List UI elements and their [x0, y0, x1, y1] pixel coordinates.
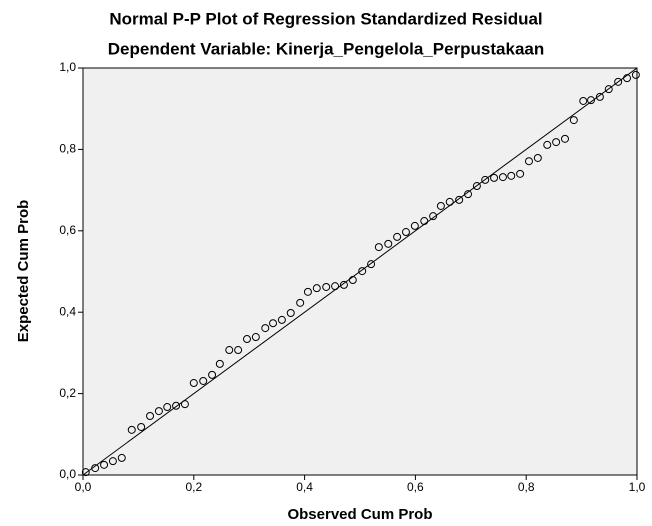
point — [384, 239, 393, 248]
point — [331, 282, 340, 291]
point — [261, 324, 270, 333]
x-tick-label: 0,8 — [518, 480, 535, 494]
point — [296, 298, 305, 307]
point — [498, 173, 507, 182]
y-tick-label: 0,4 — [59, 304, 76, 318]
point — [560, 134, 569, 143]
point — [137, 422, 146, 431]
point — [146, 411, 155, 420]
x-tick-label: 1,0 — [629, 480, 646, 494]
point — [322, 282, 331, 291]
point — [358, 267, 367, 276]
point — [199, 376, 208, 385]
y-tick-label: 0,2 — [59, 386, 76, 400]
point — [303, 287, 312, 296]
point — [312, 284, 321, 293]
point — [516, 169, 525, 178]
x-tick-label: 0,4 — [296, 480, 313, 494]
point — [436, 201, 445, 210]
point — [604, 85, 613, 94]
point — [215, 359, 224, 368]
point — [587, 96, 596, 105]
x-axis-label: Observed Cum Prob — [287, 506, 432, 523]
point — [464, 190, 473, 199]
y-tick-label: 1,0 — [59, 60, 76, 74]
point — [81, 468, 90, 477]
point — [100, 460, 109, 469]
point — [481, 175, 490, 184]
chart-title: Normal P-P Plot of Regression Standardiz… — [109, 9, 542, 28]
point — [154, 407, 163, 416]
point — [286, 309, 295, 318]
point — [251, 333, 260, 342]
point — [225, 346, 234, 355]
point — [172, 401, 181, 410]
point — [543, 140, 552, 149]
point — [631, 70, 640, 79]
point — [579, 96, 588, 105]
point — [208, 370, 217, 379]
point — [277, 315, 286, 324]
reference-line — [82, 67, 638, 476]
y-tick-label: 0,0 — [59, 467, 76, 481]
point — [455, 195, 464, 204]
point — [569, 116, 578, 125]
point — [472, 182, 481, 191]
point — [367, 260, 376, 269]
point — [269, 319, 278, 328]
y-tick-label: 0,6 — [59, 223, 76, 237]
point — [374, 243, 383, 252]
y-axis-label: Expected Cum Prob — [15, 200, 32, 343]
point — [163, 403, 172, 412]
point — [552, 138, 561, 147]
point — [429, 212, 438, 221]
point — [117, 453, 126, 462]
y-tick-label: 0,8 — [59, 142, 76, 156]
point — [91, 464, 100, 473]
point — [524, 157, 533, 166]
point — [614, 77, 623, 86]
point — [445, 197, 454, 206]
point — [189, 379, 198, 388]
point — [401, 228, 410, 237]
chart-subtitle: Dependent Variable: Kinerja_Pengelola_Pe… — [108, 39, 545, 58]
point — [393, 232, 402, 241]
point — [108, 457, 117, 466]
point — [348, 276, 357, 285]
x-tick-label: 0,6 — [407, 480, 424, 494]
point — [242, 335, 251, 344]
point — [127, 425, 136, 434]
point — [234, 346, 243, 355]
point — [595, 92, 604, 101]
point — [623, 74, 632, 83]
point — [410, 221, 419, 230]
point — [490, 173, 499, 182]
x-tick-label: 0,0 — [75, 480, 92, 494]
point — [339, 280, 348, 289]
point — [533, 153, 542, 162]
point — [180, 400, 189, 409]
point — [420, 217, 429, 226]
point — [507, 171, 516, 180]
x-tick-label: 0,2 — [185, 480, 202, 494]
